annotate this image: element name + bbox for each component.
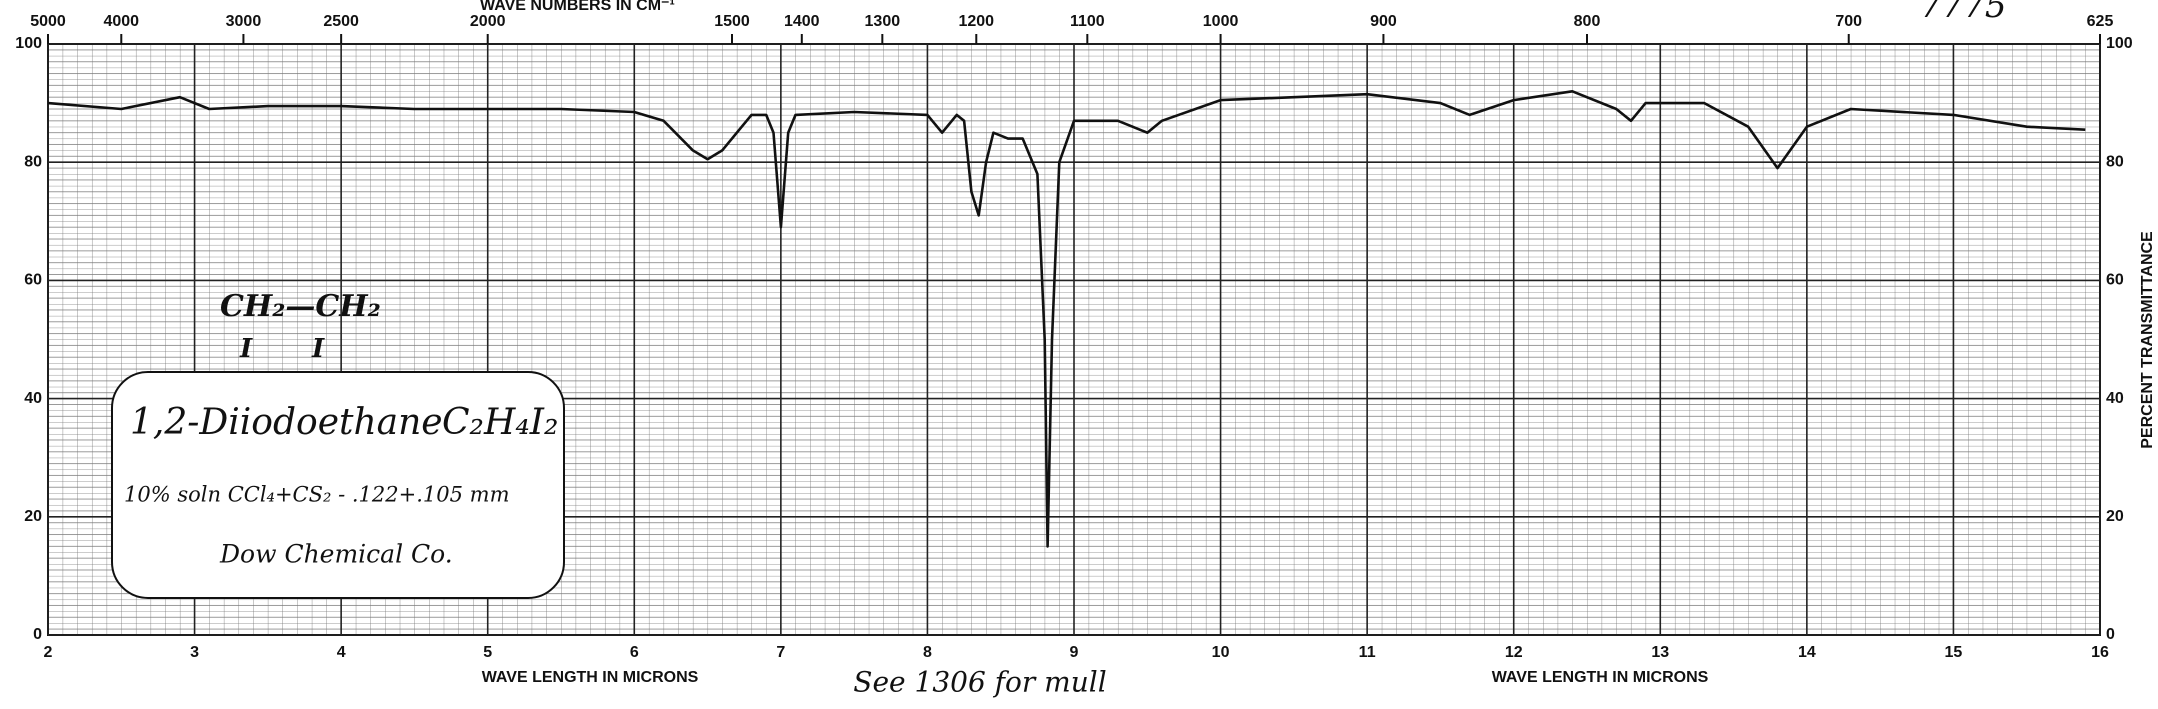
y-tick-label: 0 — [2106, 626, 2115, 643]
x-axis-label: WAVE LENGTH IN MICRONS — [1492, 669, 1709, 686]
conditions: 10% soln CCl₄+CS₂ - .122+.105 mm — [124, 483, 510, 507]
x2-tick-label: 5000 — [30, 13, 66, 30]
y-tick-label: 60 — [24, 272, 42, 289]
label-card-box — [111, 371, 565, 599]
source: Dow Chemical Co. — [219, 540, 453, 569]
x-tick-label: 11 — [1359, 644, 1376, 661]
compound-name: 1,2-Diiodoethane — [130, 402, 443, 443]
x-tick-label: 9 — [1070, 644, 1079, 661]
x-tick-label: 5 — [483, 644, 492, 661]
x-tick-label: 4 — [337, 644, 346, 661]
x2-tick-label: 625 — [2087, 13, 2114, 30]
x2-tick-label: 4000 — [103, 13, 139, 30]
x-tick-label: 15 — [1945, 644, 1963, 661]
structure-atom: I — [239, 334, 253, 364]
y-tick-label: 100 — [15, 35, 42, 52]
x2-tick-label: 1300 — [865, 13, 901, 30]
x2-tick-label: 2000 — [470, 13, 506, 30]
x-tick-label: 8 — [923, 644, 932, 661]
x2-tick-label: 800 — [1574, 13, 1601, 30]
x-tick-label: 13 — [1651, 644, 1669, 661]
x2-tick-label: 1200 — [958, 13, 994, 30]
structure-atom: I — [311, 334, 325, 364]
x2-tick-label: 2500 — [323, 13, 359, 30]
x-tick-label: 12 — [1505, 644, 1523, 661]
x-tick-label: 16 — [2091, 644, 2109, 661]
note: See 1306 for mull — [853, 666, 1106, 699]
x-tick-label: 6 — [630, 644, 639, 661]
spectrum-line — [47, 90, 2086, 548]
x2-tick-label: 1000 — [1203, 13, 1239, 30]
x-tick-label: 2 — [44, 644, 53, 661]
x-tick-label: 14 — [1798, 644, 1816, 661]
x-axis-label: WAVE LENGTH IN MICRONS — [482, 669, 699, 686]
y-tick-label: 100 — [2106, 35, 2133, 52]
y-tick-label: 40 — [2106, 390, 2124, 407]
x-tick-label: 3 — [190, 644, 199, 661]
x2-tick-label: 3000 — [226, 13, 262, 30]
x2-tick-label: 1500 — [714, 13, 750, 30]
y-tick-label: 20 — [2106, 508, 2124, 525]
structure-formula: CH₂—CH₂ — [220, 289, 381, 324]
y-tick-label: 60 — [2106, 272, 2124, 289]
x2-tick-label: 900 — [1370, 13, 1397, 30]
y-axis-label: PERCENT TRANSMITTANCE — [2139, 231, 2156, 449]
y-tick-label: 80 — [24, 153, 42, 170]
y-tick-label: 0 — [33, 626, 42, 643]
x2-tick-label: 1400 — [784, 13, 820, 30]
structure: CH₂—CH₂ I I — [220, 289, 381, 364]
label-card: 1,2-Diiodoethane C₂H₄I₂ 10% soln CCl₄+CS… — [111, 371, 565, 599]
catalog-number: 7775 — [1920, 0, 2007, 26]
y-tick-label: 20 — [24, 508, 42, 525]
x-tick-label: 10 — [1212, 644, 1230, 661]
y-tick-label: 40 — [24, 390, 42, 407]
x-tick-label: 7 — [776, 644, 785, 661]
x2-tick-label: 700 — [1835, 13, 1862, 30]
top-axis-label: WAVE NUMBERS IN CM⁻¹ — [480, 0, 675, 14]
x2-tick-label: 1100 — [1070, 13, 1105, 30]
compound-formula: C₂H₄I₂ — [442, 402, 558, 443]
y-tick-label: 80 — [2106, 153, 2124, 170]
